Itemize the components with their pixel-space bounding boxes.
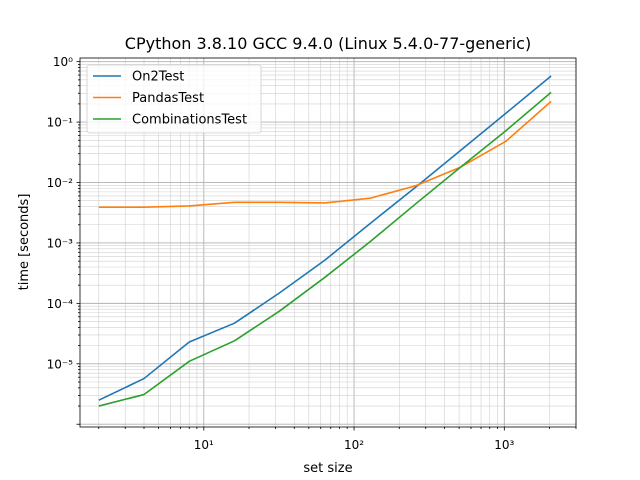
- legend: On2Test PandasTest CombinationsTest: [86, 64, 262, 134]
- series-line-combinationstest: [98, 91, 552, 407]
- series-line-pandastest: [98, 100, 552, 209]
- x-tick-label: 10¹: [194, 438, 214, 452]
- series-line-on2test: [98, 75, 552, 401]
- x-axis-label: set size: [303, 461, 352, 476]
- legend-label-on2test: On2Test: [132, 70, 184, 85]
- chart-title: CPython 3.8.10 GCC 9.4.0 (Linux 5.4.0-77…: [125, 34, 531, 53]
- axis-ticks: 10¹ 10² 10³ 10⁻⁵ 10⁻⁴ 10⁻³ 10⁻² 10⁻¹ 10⁰: [47, 55, 577, 452]
- y-tick-label: 10⁻⁵: [47, 357, 74, 371]
- legend-box: [86, 64, 262, 134]
- y-tick-label: 10⁻³: [47, 236, 74, 250]
- y-tick-label: 10⁰: [53, 55, 73, 69]
- x-tick-label: 10²: [344, 438, 364, 452]
- y-axis-label: time [seconds]: [17, 194, 32, 291]
- y-tick-label: 10⁻²: [47, 176, 74, 190]
- plot-frame: [79, 57, 577, 428]
- y-tick-label: 10⁻¹: [47, 116, 74, 130]
- legend-label-combinationstest: CombinationsTest: [132, 113, 247, 128]
- series-lines: [98, 75, 552, 407]
- x-tick-label: 10³: [494, 438, 514, 452]
- y-tick-label: 10⁻⁴: [47, 297, 74, 311]
- legend-label-pandastest: PandasTest: [132, 91, 204, 106]
